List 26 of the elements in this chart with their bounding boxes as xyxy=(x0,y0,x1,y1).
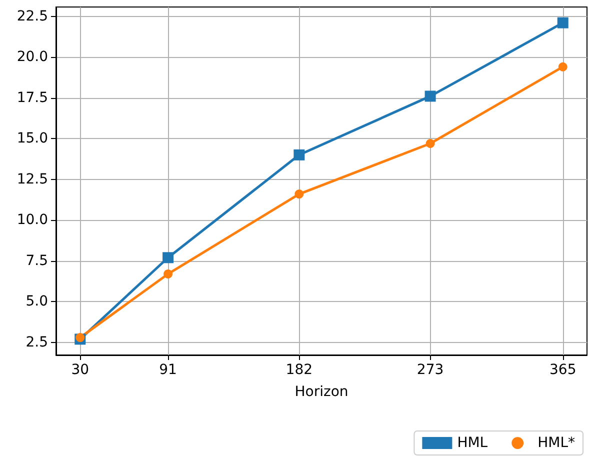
x-tick-label: 182 xyxy=(286,362,313,378)
y-tick-label: 2.5 xyxy=(26,334,48,350)
point xyxy=(424,90,436,102)
y-tick-label: 17.5 xyxy=(16,90,48,106)
x-tick-label: 30 xyxy=(71,362,90,378)
point xyxy=(557,17,568,28)
point xyxy=(426,138,435,148)
point xyxy=(162,252,174,264)
point xyxy=(294,190,304,199)
y-tick-label: 12.5 xyxy=(16,171,48,188)
y-tick-label: 20.0 xyxy=(16,49,48,66)
legend-label: HML xyxy=(457,435,488,451)
y-tick-label: 7.5 xyxy=(26,252,48,269)
x-tick-label: 273 xyxy=(416,362,444,378)
y-tick-label: 5.0 xyxy=(26,294,48,310)
point xyxy=(558,62,568,72)
point xyxy=(76,333,85,342)
point xyxy=(294,149,305,160)
y-tick-label: 15.0 xyxy=(16,130,48,147)
x-axis-title: Horizon xyxy=(294,384,348,400)
point xyxy=(164,269,173,278)
y-tick-label: 22.5 xyxy=(16,8,48,24)
legend-label: HML* xyxy=(538,435,575,451)
x-tick-label: 365 xyxy=(549,362,576,378)
x-tick-label: 91 xyxy=(159,362,177,378)
y-tick-label: 10.0 xyxy=(16,212,48,228)
